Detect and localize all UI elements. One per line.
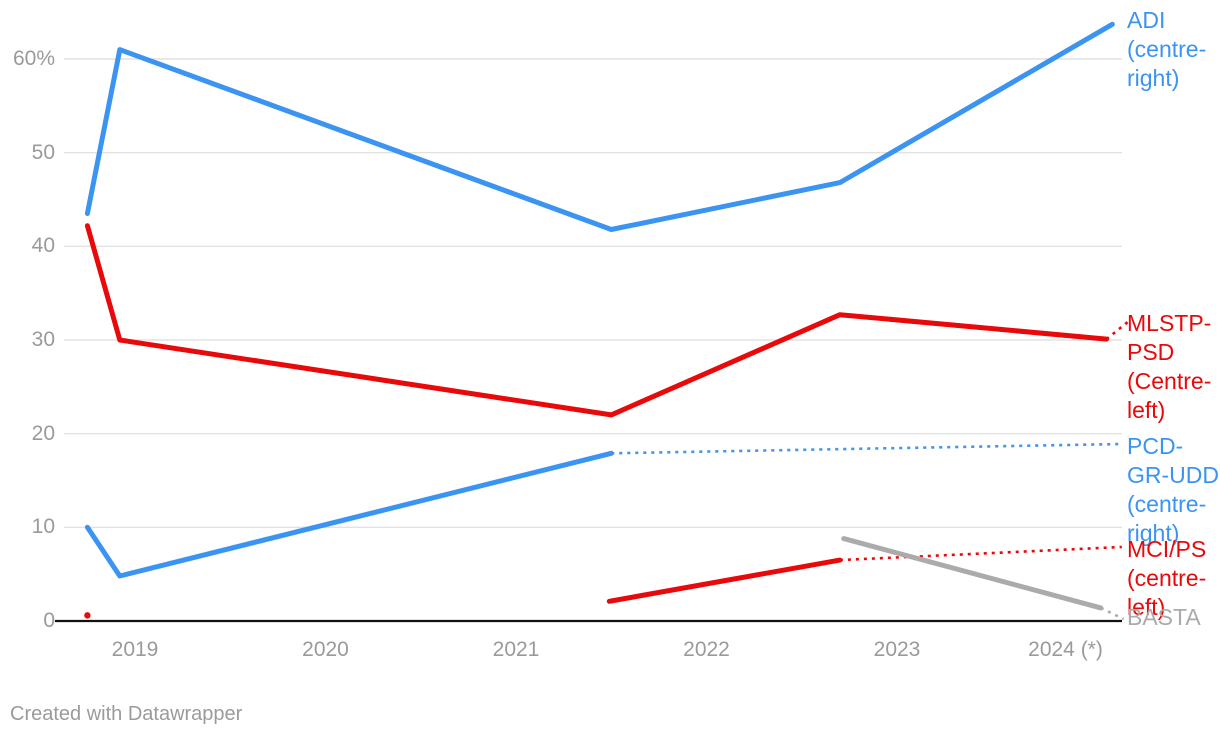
series-label-line: PSD [1127,339,1175,365]
series-label-line: MLSTP- [1127,310,1212,336]
series-label-adi: ADI (centre-right) [1127,6,1206,93]
series-label-line: PCD- [1127,433,1184,459]
x-axis-label-2021: 2021 [492,638,540,661]
series-dotted-line-mlstp-psd [1105,321,1129,341]
series-line-mci-ps [606,557,843,604]
series-dotted-line-basta [1100,606,1125,621]
y-axis-label-30: 30 [31,327,55,351]
series-label-line: GR-UDD [1127,462,1219,488]
datawrapper-credit: Created with Datawrapper [10,703,243,725]
series-label-mlstp-psd: MLSTP- PSD (Centre-left) [1127,309,1211,425]
series-label-line: MCI/PS [1127,536,1207,562]
series-point-mci-ps [84,612,91,619]
series-label-pcd-gr-udd: PCD- GR-UDD (centre-right) [1127,432,1219,548]
series-label-line: left) [1127,594,1166,620]
y-axis-label-0: 0 [43,609,55,632]
series-label-line: left) [1127,397,1166,423]
series-line-mlstp-psd [84,223,1109,418]
y-axis-label-40: 40 [31,234,55,258]
series-label-line: (centre- [1127,491,1207,517]
x-axis-label-2020: 2020 [302,638,349,661]
x-axis-label-2019: 2019 [111,638,159,661]
series-label-line: (centre- [1127,565,1207,591]
series-label-line: (centre- [1127,36,1207,62]
series-label-line: (Centre- [1127,368,1212,394]
series-label-basta: BASTA [1127,603,1201,632]
y-axis-label-10: 10 [31,515,55,539]
y-axis-label-60: 60% [12,46,55,70]
x-axis-label-2024: 2024 (*) [1028,638,1103,661]
y-axis-label-20: 20 [31,421,55,445]
x-axis-label-2023: 2023 [873,638,921,661]
series-line-pcd-gr-udd [84,450,614,579]
series-label-line: right) [1127,520,1180,546]
series-label-line: BASTA [1127,604,1201,630]
series-label-mci-ps: MCI/PS (centre-left) [1127,535,1206,622]
series-dotted-line-pcd-gr-udd [611,442,1122,455]
series-line-basta [841,536,1104,611]
series-line-adi [84,21,1115,232]
series-label-line: right) [1127,65,1180,91]
x-axis-label-2022: 2022 [683,638,730,661]
y-axis-label-50: 50 [31,140,55,164]
series-label-line: ADI [1127,7,1166,33]
